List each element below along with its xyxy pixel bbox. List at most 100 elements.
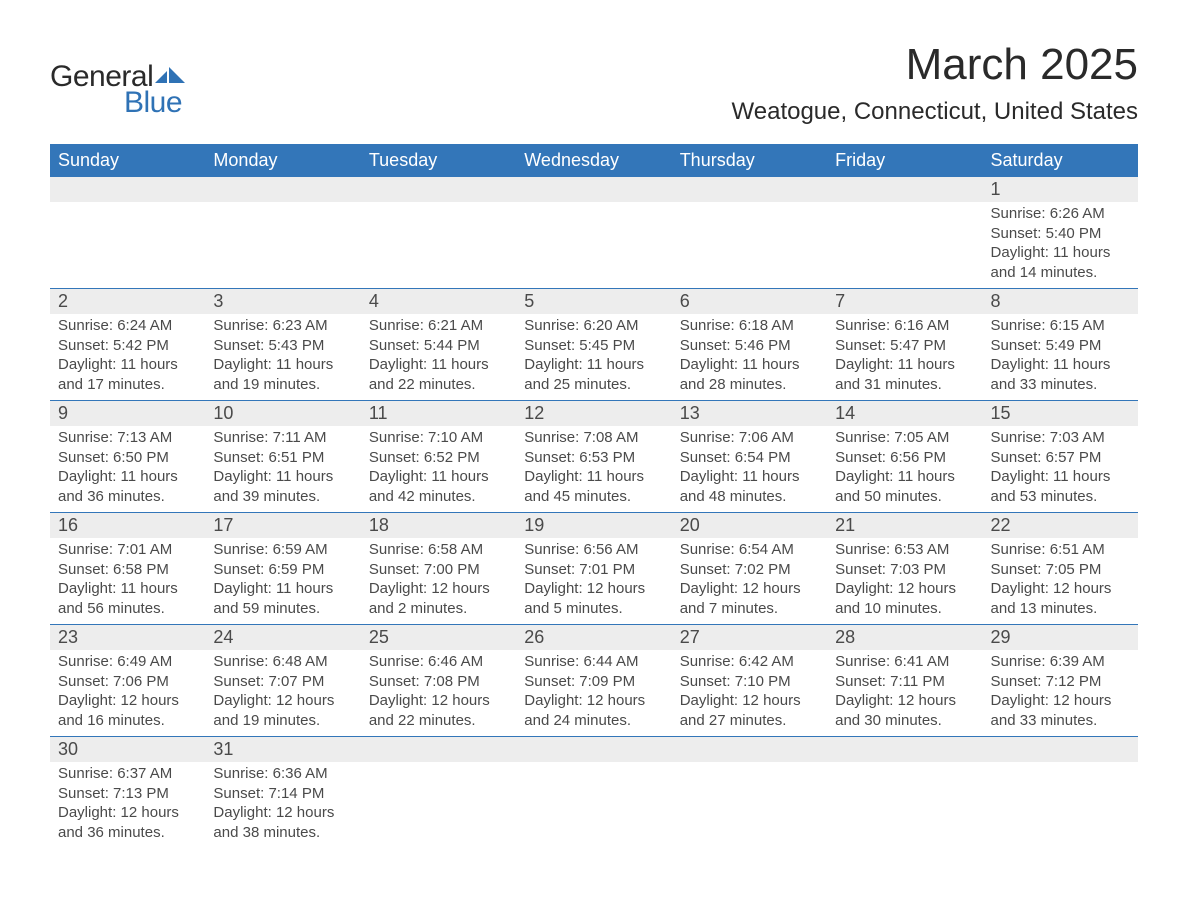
logo: General Blue: [50, 60, 185, 120]
sunset-text: Sunset: 7:10 PM: [680, 672, 819, 692]
day-cell: Sunrise: 7:01 AMSunset: 6:58 PMDaylight:…: [50, 538, 205, 625]
col-wednesday: Wednesday: [516, 144, 671, 177]
sunset-text: Sunset: 6:58 PM: [58, 560, 197, 580]
sunset-text: Sunset: 7:11 PM: [835, 672, 974, 692]
day-number: 1: [983, 177, 1138, 202]
day-number: 6: [672, 289, 827, 315]
col-saturday: Saturday: [983, 144, 1138, 177]
daylight-text: Daylight: 11 hours and 48 minutes.: [680, 467, 819, 506]
day-number: 31: [205, 737, 360, 763]
sunset-text: Sunset: 5:42 PM: [58, 336, 197, 356]
sunrise-text: Sunrise: 7:08 AM: [524, 428, 663, 448]
sunset-text: Sunset: 7:06 PM: [58, 672, 197, 692]
sunset-text: Sunset: 5:44 PM: [369, 336, 508, 356]
sunrise-text: Sunrise: 7:11 AM: [213, 428, 352, 448]
sunrise-text: Sunrise: 6:49 AM: [58, 652, 197, 672]
day-number: [361, 737, 516, 763]
sunrise-text: Sunrise: 7:06 AM: [680, 428, 819, 448]
day-number: 28: [827, 625, 982, 651]
calendar-header-row: Sunday Monday Tuesday Wednesday Thursday…: [50, 144, 1138, 177]
daylight-text: Daylight: 11 hours and 53 minutes.: [991, 467, 1130, 506]
sunrise-text: Sunrise: 6:46 AM: [369, 652, 508, 672]
sunrise-text: Sunrise: 7:01 AM: [58, 540, 197, 560]
sunrise-text: Sunrise: 6:58 AM: [369, 540, 508, 560]
day-number: [672, 177, 827, 202]
sunrise-text: Sunrise: 7:13 AM: [58, 428, 197, 448]
day-cell: Sunrise: 6:39 AMSunset: 7:12 PMDaylight:…: [983, 650, 1138, 737]
daynum-row: 23242526272829: [50, 625, 1138, 651]
day-number: 30: [50, 737, 205, 763]
day-number: 17: [205, 513, 360, 539]
day-cell: Sunrise: 7:06 AMSunset: 6:54 PMDaylight:…: [672, 426, 827, 513]
day-number: [827, 737, 982, 763]
sunrise-text: Sunrise: 6:53 AM: [835, 540, 974, 560]
col-thursday: Thursday: [672, 144, 827, 177]
sunset-text: Sunset: 7:13 PM: [58, 784, 197, 804]
daylight-text: Daylight: 12 hours and 36 minutes.: [58, 803, 197, 842]
sunrise-text: Sunrise: 6:44 AM: [524, 652, 663, 672]
content-row: Sunrise: 7:01 AMSunset: 6:58 PM Daylight:…: [50, 538, 1138, 625]
sunrise-text: Sunrise: 7:10 AM: [369, 428, 508, 448]
sunset-text: Sunset: 5:46 PM: [680, 336, 819, 356]
day-cell: Sunrise: 6:42 AMSunset: 7:10 PMDaylight:…: [672, 650, 827, 737]
col-sunday: Sunday: [50, 144, 205, 177]
day-number: 14: [827, 401, 982, 427]
day-cell: Sunrise: 6:58 AMSunset: 7:00 PMDaylight:…: [361, 538, 516, 625]
day-number: 22: [983, 513, 1138, 539]
day-number: 20: [672, 513, 827, 539]
day-cell: [516, 202, 671, 289]
day-number: 18: [361, 513, 516, 539]
day-cell: Sunrise: 6:41 AMSunset: 7:11 PMDaylight:…: [827, 650, 982, 737]
day-cell: Sunrise: 7:10 AMSunset: 6:52 PMDaylight:…: [361, 426, 516, 513]
sunset-text: Sunset: 7:07 PM: [213, 672, 352, 692]
day-cell: Sunrise: 7:05 AMSunset: 6:56 PMDaylight:…: [827, 426, 982, 513]
daylight-text: Daylight: 11 hours and 42 minutes.: [369, 467, 508, 506]
col-tuesday: Tuesday: [361, 144, 516, 177]
daylight-text: Daylight: 12 hours and 5 minutes.: [524, 579, 663, 618]
sunrise-text: Sunrise: 6:39 AM: [991, 652, 1130, 672]
day-cell: Sunrise: 6:36 AMSunset: 7:14 PMDaylight:…: [205, 762, 360, 848]
day-number: 7: [827, 289, 982, 315]
content-row: Sunrise: 6:49 AMSunset: 7:06 PMDaylight:…: [50, 650, 1138, 737]
content-row: Sunrise: 6:37 AMSunset: 7:13 PMDaylight:…: [50, 762, 1138, 848]
sunrise-text: Sunrise: 6:15 AM: [991, 316, 1130, 336]
content-row: Sunrise: 6:24 AMSunset: 5:42 PMDaylight:…: [50, 314, 1138, 401]
daylight-text: Daylight: 11 hours and 14 minutes.: [991, 243, 1130, 282]
daylight-text: Daylight: 11 hours and 59 minutes.: [213, 579, 352, 618]
day-number: [205, 177, 360, 202]
day-number: 29: [983, 625, 1138, 651]
sunset-text: Sunset: 6:54 PM: [680, 448, 819, 468]
day-cell: [361, 762, 516, 848]
day-cell: [50, 202, 205, 289]
month-title: March 2025: [732, 40, 1138, 90]
daylight-text: Daylight: 12 hours and 10 minutes.: [835, 579, 974, 618]
sunset-text: Sunset: 6:51 PM: [213, 448, 352, 468]
day-number: 27: [672, 625, 827, 651]
day-cell: Sunrise: 6:26 AMSunset: 5:40 PMDaylight:…: [983, 202, 1138, 289]
day-number: 5: [516, 289, 671, 315]
col-friday: Friday: [827, 144, 982, 177]
day-cell: Sunrise: 7:13 AMSunset: 6:50 PMDaylight:…: [50, 426, 205, 513]
day-number: 12: [516, 401, 671, 427]
sunrise-text: Sunrise: 6:41 AM: [835, 652, 974, 672]
day-cell: Sunrise: 6:59 AMSunset: 6:59 PMDaylight:…: [205, 538, 360, 625]
day-number: 11: [361, 401, 516, 427]
sunrise-text: Sunrise: 6:59 AM: [213, 540, 352, 560]
day-cell: Sunrise: 6:37 AMSunset: 7:13 PMDaylight:…: [50, 762, 205, 848]
sunset-text: Sunset: 7:01 PM: [524, 560, 663, 580]
daylight-text: Daylight: 12 hours and 7 minutes.: [680, 579, 819, 618]
sunrise-text: Sunrise: 6:54 AM: [680, 540, 819, 560]
day-cell: Sunrise: 6:44 AMSunset: 7:09 PMDaylight:…: [516, 650, 671, 737]
day-cell: [827, 202, 982, 289]
sunset-text: Sunset: 5:45 PM: [524, 336, 663, 356]
day-number: 13: [672, 401, 827, 427]
day-number: 3: [205, 289, 360, 315]
content-row: Sunrise: 7:13 AMSunset: 6:50 PMDaylight:…: [50, 426, 1138, 513]
sunset-text: Sunset: 6:53 PM: [524, 448, 663, 468]
day-number: [516, 177, 671, 202]
day-cell: Sunrise: 6:23 AMSunset: 5:43 PMDaylight:…: [205, 314, 360, 401]
daylight-text: Daylight: 12 hours and 13 minutes.: [991, 579, 1130, 618]
daylight-text: Daylight: 11 hours and 45 minutes.: [524, 467, 663, 506]
day-cell: Sunrise: 6:54 AMSunset: 7:02 PMDaylight:…: [672, 538, 827, 625]
sunrise-text: Sunrise: 7:05 AM: [835, 428, 974, 448]
